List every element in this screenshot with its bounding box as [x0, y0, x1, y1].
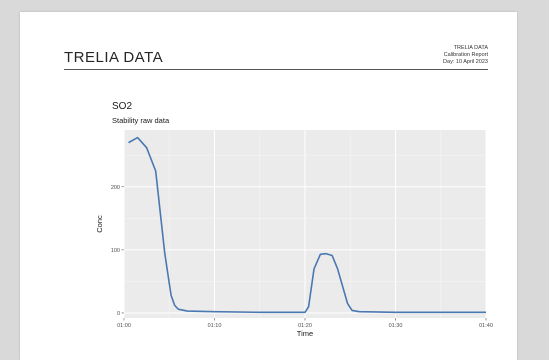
y-tick-label: 200: [111, 185, 120, 191]
chart-subtitle: Stability raw data: [112, 116, 170, 125]
x-tick-label: 01:00: [117, 323, 131, 329]
y-tick-label: 0: [117, 311, 120, 317]
x-axis-label: Time: [297, 329, 313, 338]
x-tick-label: 01:30: [389, 323, 403, 329]
y-axis-label: Conc: [95, 215, 104, 233]
x-tick-label: 01:40: [479, 323, 493, 329]
x-tick-label: 01:10: [208, 323, 222, 329]
y-tick-label: 100: [111, 248, 120, 254]
chart-title: SO2: [112, 101, 132, 112]
report-page: TRELIA DATA TRELIA DATA Calibration Repo…: [20, 12, 517, 360]
so2-chart: SO2 Stability raw data 01:0001:1001:2001…: [20, 12, 517, 360]
